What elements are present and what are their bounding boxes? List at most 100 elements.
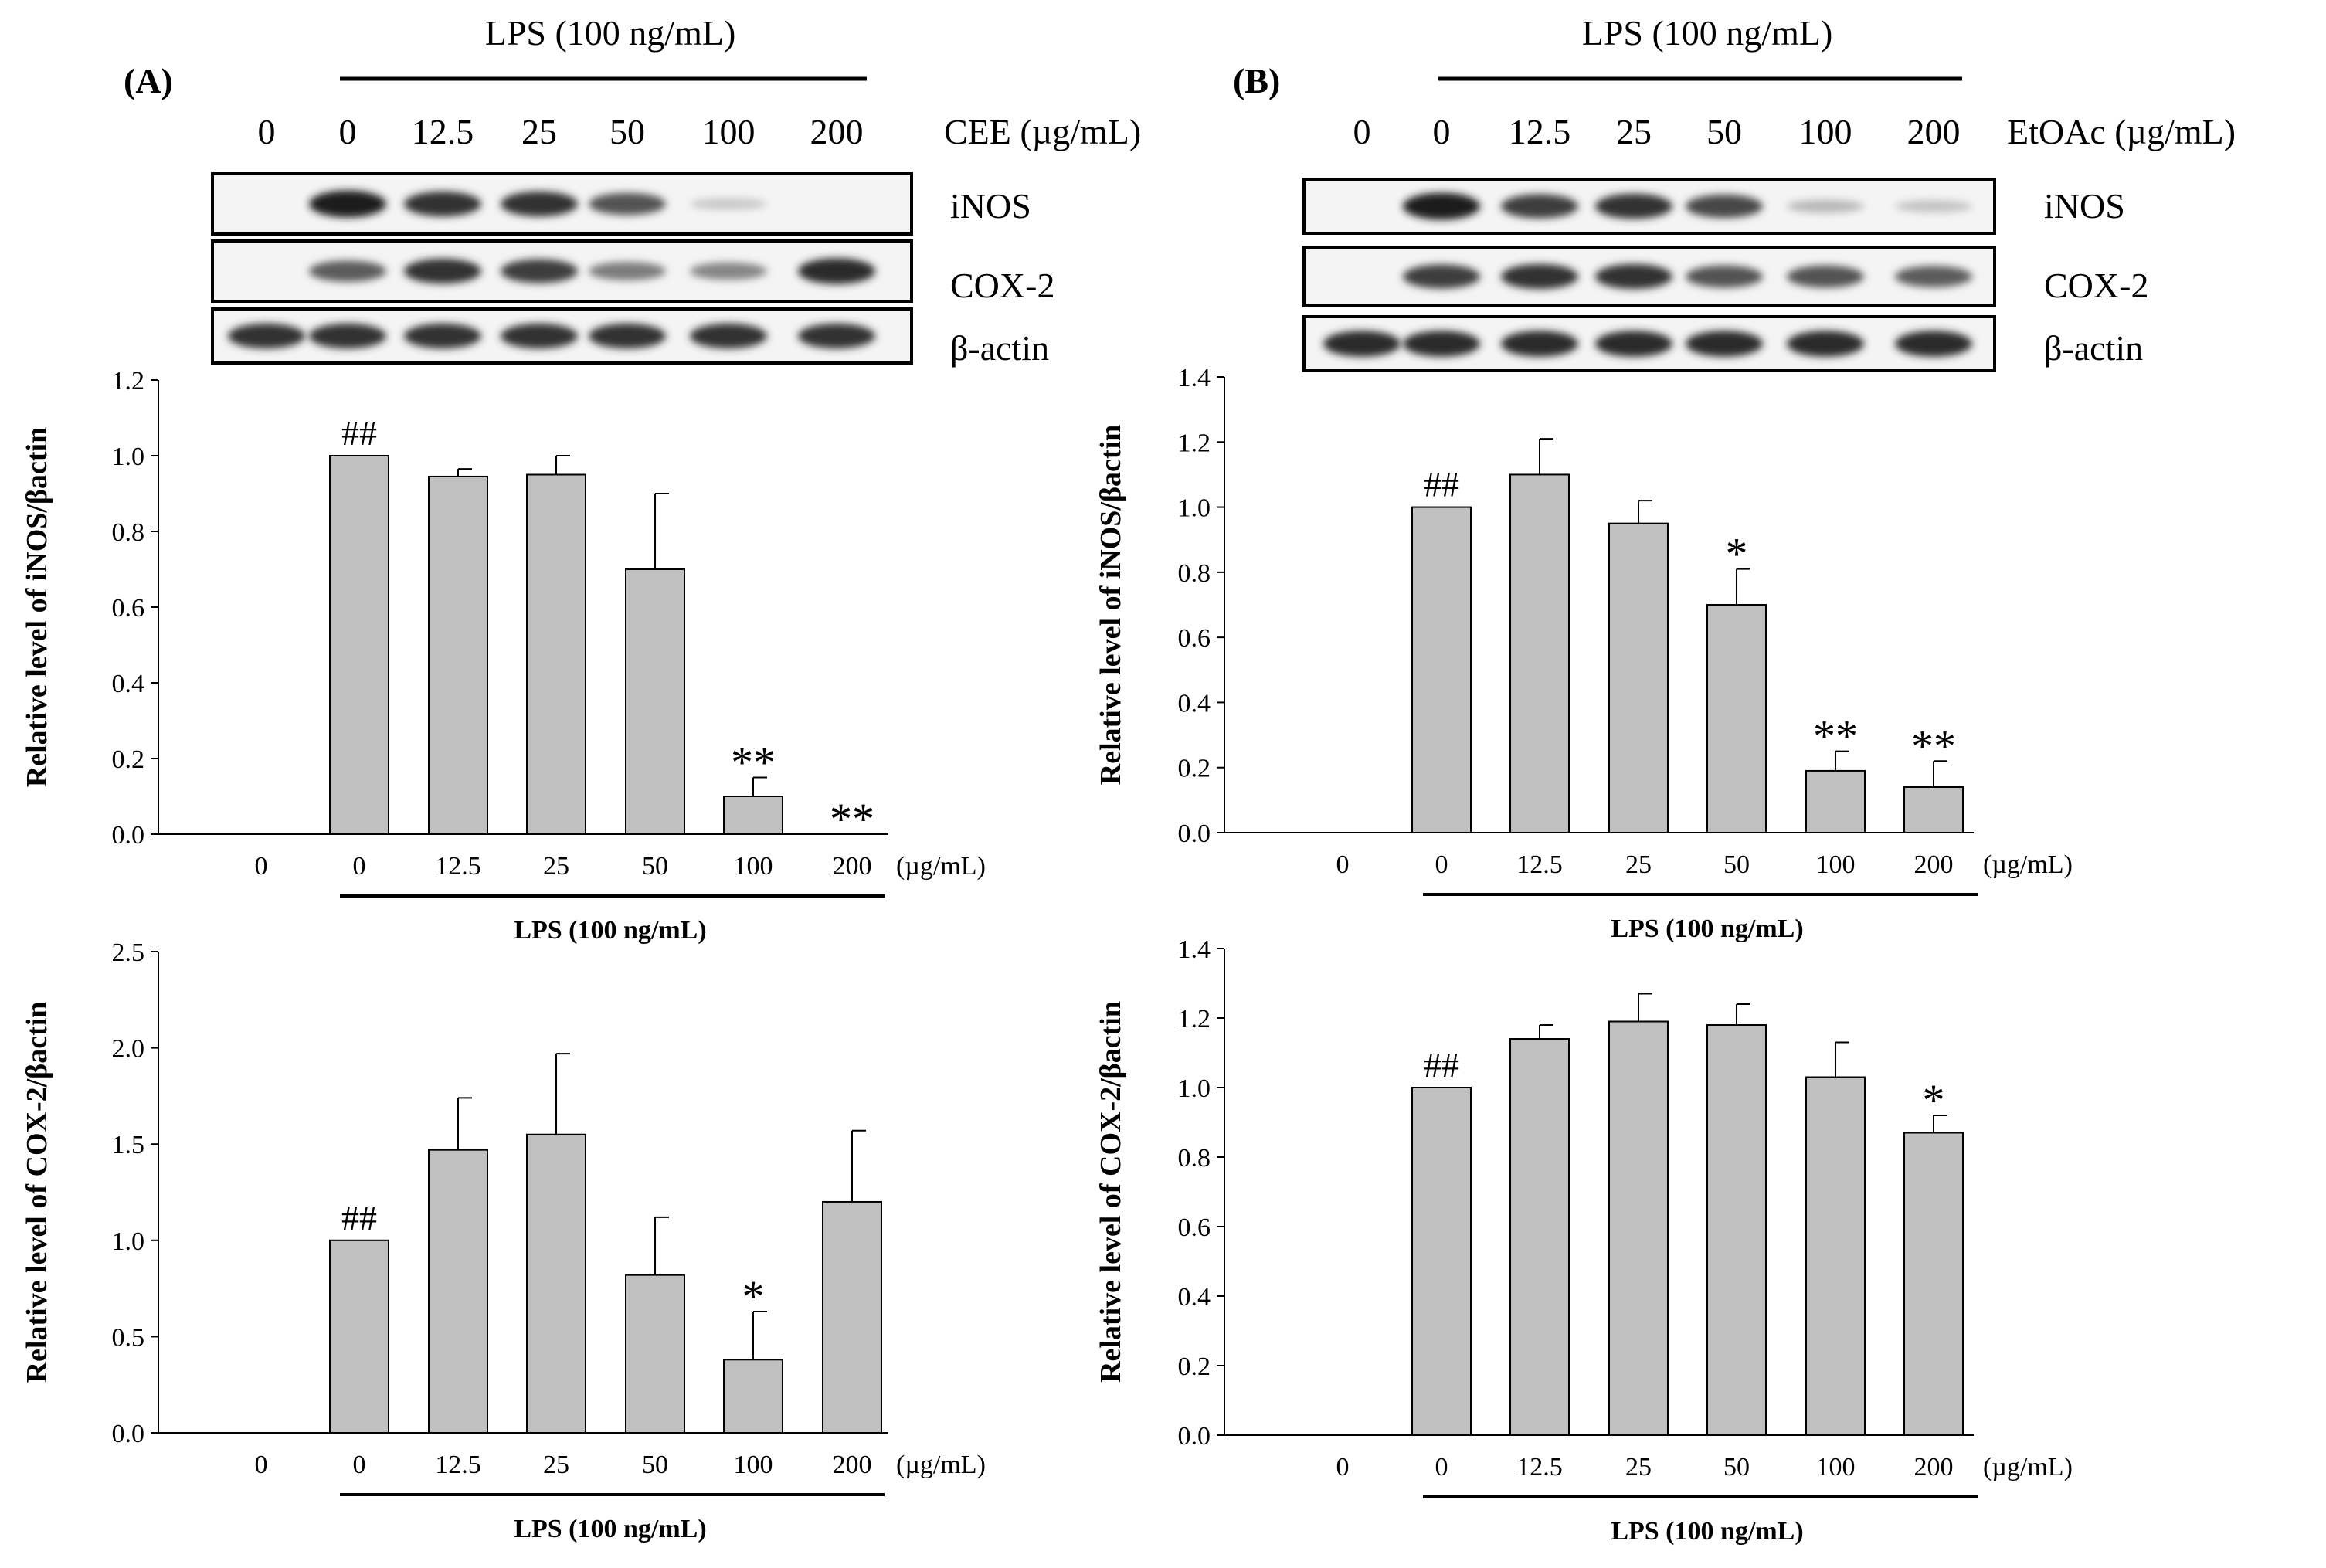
bar — [1509, 1038, 1570, 1436]
bar — [723, 1359, 783, 1434]
panel-a-lane-labels: 0 0 12.5 25 50 100 200 — [258, 112, 864, 151]
lane-label: 12.5 — [412, 112, 474, 151]
blot-band — [1686, 195, 1763, 218]
lane-label: 25 — [521, 112, 557, 151]
y-tick-label: 0.0 — [112, 1420, 145, 1448]
blot-band — [798, 323, 875, 349]
blot-band — [1787, 265, 1864, 288]
blot-band — [228, 323, 305, 349]
x-tick-label: 50 — [642, 1451, 668, 1479]
blot-band — [690, 198, 767, 210]
x-tick-label: 200 — [833, 1451, 872, 1479]
bar — [625, 568, 685, 835]
chart-a-inos: 0.0 0.2 0.4 0.6 0.8 1.0 1.2 Relative level of i… — [21, 367, 986, 945]
blot-band — [404, 191, 481, 217]
blot-band — [1686, 331, 1763, 357]
blot-strip — [1302, 315, 1996, 372]
blot-strip — [1302, 246, 1996, 307]
significance-marker: ## — [341, 1198, 377, 1237]
significance-marker: ## — [341, 413, 377, 453]
lane-label: 12.5 — [1509, 112, 1571, 151]
x-tick-label: 12.5 — [1516, 1453, 1563, 1481]
y-axis-label: Relative level of iNOS/βactin — [21, 427, 53, 787]
y-tick-label: 0.5 — [112, 1323, 145, 1352]
panel-a-western-blots — [211, 172, 913, 365]
x-tick-label: 12.5 — [1516, 850, 1563, 879]
x-tick-label: 200 — [1914, 850, 1954, 879]
panel-a-header: (A) LPS (100 ng/mL) 0 0 12.5 25 50 100 2… — [124, 13, 1141, 368]
blot-frame — [1302, 315, 1996, 372]
y-tick-label: 0.2 — [1178, 1352, 1211, 1381]
blot-label-cox2: COX-2 — [950, 266, 1054, 305]
x-tick-label: 50 — [642, 852, 668, 881]
lane-label: 200 — [810, 112, 864, 151]
significance-marker: ** — [731, 738, 776, 788]
panel-a-lps-label: LPS (100 ng/mL) — [485, 13, 736, 53]
blot-band — [1895, 266, 1972, 287]
x-tick-label: 25 — [543, 852, 569, 881]
significance-marker: ## — [1424, 1045, 1459, 1084]
blot-band — [309, 260, 386, 282]
x-unit-label: (µg/mL) — [1983, 1453, 2073, 1481]
y-tick-label: 0.4 — [1178, 689, 1211, 718]
blot-strip — [211, 172, 913, 236]
blot-band — [501, 323, 578, 349]
bar — [428, 1149, 488, 1434]
blot-band — [1895, 331, 1972, 357]
lane-label: 50 — [610, 112, 645, 151]
bar — [1805, 769, 1866, 834]
bar — [329, 455, 389, 835]
blot-band — [1895, 200, 1972, 212]
blot-band — [1323, 331, 1401, 357]
blot-band — [1595, 331, 1672, 357]
blot-band — [1403, 264, 1480, 289]
x-tick-label: 25 — [1625, 1453, 1652, 1481]
chart-b-cox2: 0.0 0.2 0.4 0.6 0.8 1.0 1.2 1.4 Relative level o… — [1095, 935, 2073, 1546]
lps-label: LPS (100 ng/mL) — [514, 916, 706, 945]
y-tick-label: 1.4 — [1178, 935, 1211, 964]
blot-band — [1787, 199, 1864, 213]
bar — [822, 1200, 882, 1434]
x-tick-label: 12.5 — [435, 852, 481, 881]
significance-marker: ** — [1911, 721, 1956, 771]
blot-frame — [211, 307, 913, 365]
blot-band — [1403, 331, 1480, 357]
panel-b-header: (B) LPS (100 ng/mL) 0 0 12.5 25 50 100 2… — [1233, 13, 2236, 372]
panel-b-lane-labels: 0 0 12.5 25 50 100 200 — [1353, 112, 1961, 151]
blot-label-inos: iNOS — [950, 186, 1031, 226]
bar — [1411, 1087, 1472, 1436]
blot-label-inos: iNOS — [2044, 186, 2125, 226]
bar — [428, 475, 488, 835]
blot-band — [1595, 263, 1672, 290]
y-tick-label: 2.0 — [112, 1035, 145, 1064]
x-tick-label: 50 — [1723, 850, 1750, 879]
blot-label-actin: β-actin — [950, 328, 1049, 368]
blot-band — [1501, 263, 1578, 290]
blot-strip — [211, 307, 913, 365]
bar — [329, 1239, 389, 1434]
y-tick-label: 0.8 — [112, 518, 145, 547]
x-tick-label: 0 — [255, 852, 268, 881]
y-tick-label: 0.2 — [1178, 755, 1211, 783]
bar — [723, 796, 783, 835]
lps-label: LPS (100 ng/mL) — [1611, 1517, 1803, 1546]
lane-label: 200 — [1907, 112, 1961, 151]
blot-band — [589, 323, 666, 349]
chart-b-inos: 0.0 0.2 0.4 0.6 0.8 1.0 1.2 1.4 Relative level o… — [1095, 364, 2073, 943]
panel-b-label: (B) — [1233, 61, 1280, 100]
bar — [1608, 522, 1669, 834]
significance-marker: ** — [1813, 711, 1858, 762]
x-tick-label: 25 — [543, 1451, 569, 1479]
bar — [526, 473, 586, 835]
blot-band — [1403, 192, 1480, 220]
x-tick-label: 100 — [1816, 850, 1856, 879]
y-tick-label: 1.2 — [1178, 429, 1211, 457]
blot-strip — [211, 239, 913, 303]
blot-band — [1787, 331, 1864, 357]
blot-band — [690, 323, 767, 349]
y-tick-label: 0.0 — [1178, 1422, 1211, 1451]
blot-band — [1686, 265, 1763, 288]
y-tick-label: 1.0 — [1178, 494, 1211, 523]
x-tick-label: 0 — [255, 1451, 268, 1479]
